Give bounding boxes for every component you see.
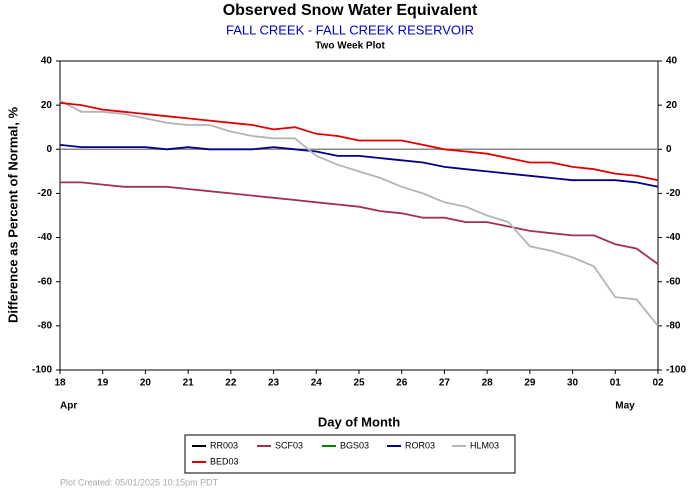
x-tick-label: 01 [610, 378, 622, 389]
x-tick-label: 25 [353, 378, 365, 389]
plot-area [59, 60, 659, 371]
y-tick-label: 0 [666, 144, 672, 155]
y-axis-label: Difference as Percent of Normal, % [5, 107, 20, 323]
y-tick-label: -60 [666, 276, 681, 287]
y-tick-label: 20 [41, 100, 53, 111]
legend-label: RR003 [210, 440, 238, 450]
legend-label: ROR03 [405, 440, 435, 450]
x-tick-label: 23 [268, 378, 280, 389]
legend-label: SCF03 [275, 440, 303, 450]
y-tick-label: -100 [32, 365, 52, 376]
chart-subtitle: Two Week Plot [315, 41, 385, 52]
y-tick-label: -20 [666, 188, 681, 199]
chart-subtitle: FALL CREEK - FALL CREEK RESERVOIR [226, 22, 474, 37]
x-tick-label: 29 [524, 378, 536, 389]
x-tick-label: 30 [567, 378, 579, 389]
x-axis-label: Day of Month [318, 414, 400, 429]
y-tick-label: 40 [666, 56, 678, 67]
legend-label: BGS03 [340, 440, 369, 450]
month-label: Apr [60, 401, 77, 412]
y-tick-label: -80 [666, 320, 681, 331]
legend-box [184, 434, 516, 474]
y-tick-label: 0 [46, 144, 52, 155]
x-tick-label: 02 [652, 378, 664, 389]
x-tick-label: 22 [225, 378, 237, 389]
y-tick-label: -80 [38, 320, 53, 331]
y-tick-label: -40 [666, 232, 681, 243]
y-tick-label: 40 [41, 56, 53, 67]
x-tick-label: 18 [54, 378, 66, 389]
series-line [60, 181, 659, 265]
y-tick-label: -40 [38, 232, 53, 243]
x-tick-label: 28 [482, 378, 494, 389]
chart-title: Observed Snow Water Equivalent [223, 2, 478, 19]
legend-label: HLM03 [470, 440, 499, 450]
legend-label: BED03 [210, 456, 239, 466]
x-tick-label: 20 [140, 378, 152, 389]
month-label: May [615, 401, 635, 412]
y-tick-label: -20 [38, 188, 53, 199]
series-line [59, 102, 659, 182]
series-line [59, 99, 659, 327]
y-tick-label: -60 [38, 276, 53, 287]
series-line [59, 144, 659, 188]
y-tick-label: 20 [666, 100, 678, 111]
footer: Plot Created: 05/01/2025 10:15pm PDT [60, 477, 219, 487]
x-tick-label: 27 [439, 378, 451, 389]
x-tick-label: 19 [97, 378, 109, 389]
y-tick-label: -100 [666, 365, 686, 376]
x-tick-label: 24 [311, 378, 323, 389]
x-tick-label: 26 [396, 378, 408, 389]
x-tick-label: 21 [183, 378, 195, 389]
